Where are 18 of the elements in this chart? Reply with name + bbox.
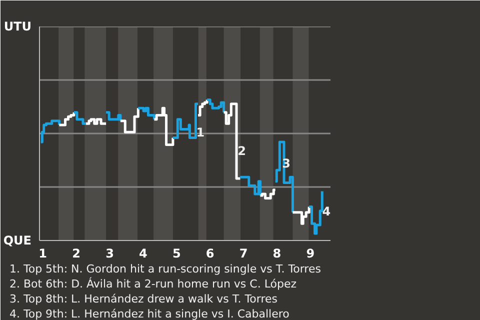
text: 2. Bot 6th: D. Ávila hit a 2-run home run vs C. López bbox=[10, 276, 297, 290]
x-tick-label: 3 bbox=[106, 246, 114, 260]
annotation: 1 bbox=[196, 126, 205, 140]
x-tick-label: 9 bbox=[306, 246, 315, 260]
annotation: 2 bbox=[238, 144, 246, 158]
x-tick-label: 7 bbox=[239, 246, 248, 260]
text: UTU bbox=[4, 20, 32, 34]
annotation: 4 bbox=[322, 204, 331, 218]
text: QUE bbox=[3, 234, 32, 248]
text: 3. Top 8th: L. Hernández drew a walk vs T. Torres bbox=[10, 292, 278, 306]
text: 1. Top 5th: N. Gordon hit a run-scoring single vs T. Torres bbox=[10, 262, 322, 276]
x-tick-label: 1 bbox=[38, 246, 48, 260]
x-tick-label: 8 bbox=[272, 246, 282, 260]
x-tick-label: 2 bbox=[72, 246, 80, 260]
x-tick-label: 5 bbox=[172, 246, 181, 260]
x-tick-label: 4 bbox=[139, 246, 148, 260]
text: 4. Top 9th: L. Hernández hit a single vs I. Caballero bbox=[10, 308, 290, 320]
x-tick-label: 6 bbox=[206, 246, 214, 260]
